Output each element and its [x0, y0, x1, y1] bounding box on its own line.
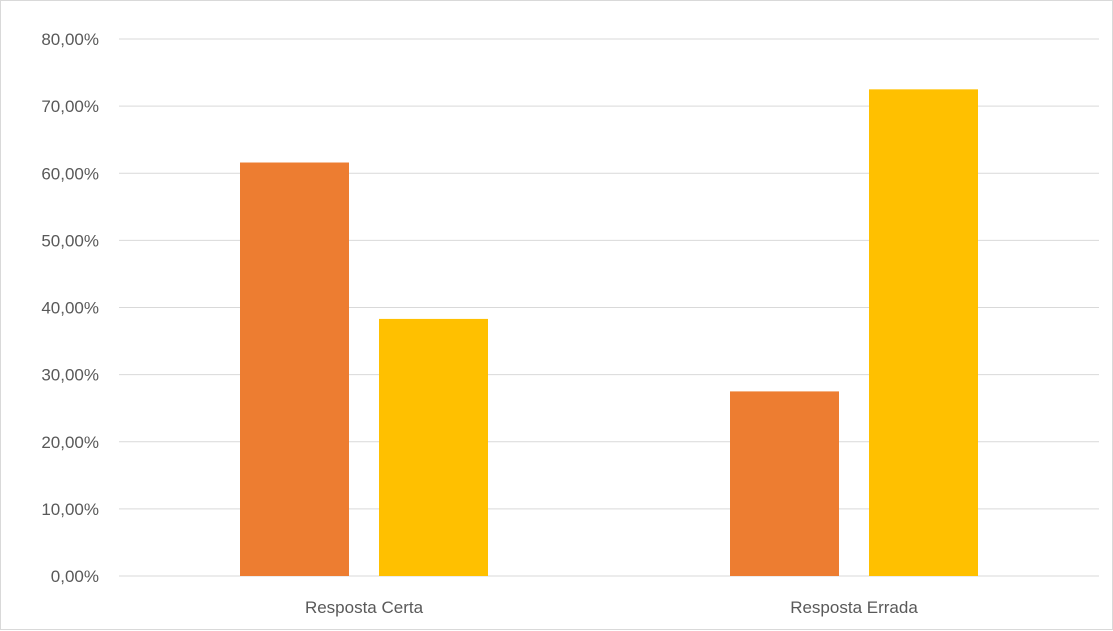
y-tick-label: 10,00% [41, 500, 99, 519]
bar-series-1-category-2 [730, 391, 839, 576]
y-tick-label: 80,00% [41, 30, 99, 49]
y-tick-label: 30,00% [41, 366, 99, 385]
bar-series-2-category-1 [379, 318, 488, 576]
y-tick-label: 20,00% [41, 433, 99, 452]
bars [240, 89, 978, 576]
x-tick-label: Resposta Errada [790, 598, 918, 617]
y-tick-label: 50,00% [41, 231, 99, 250]
bar-series-1-category-1 [240, 162, 349, 576]
y-axis-ticks: 0,00% 10,00% 20,00% 30,00% 40,00% 50,00% 60,00… [41, 30, 99, 586]
y-tick-label: 70,00% [41, 97, 99, 116]
y-tick-label: 40,00% [41, 299, 99, 318]
y-tick-label: 0,00% [51, 567, 99, 586]
x-axis-ticks: Resposta Certa Resposta Errada [305, 598, 918, 617]
bar-series-2-category-2 [869, 89, 978, 576]
x-tick-label: Resposta Certa [305, 598, 424, 617]
y-tick-label: 60,00% [41, 164, 99, 183]
